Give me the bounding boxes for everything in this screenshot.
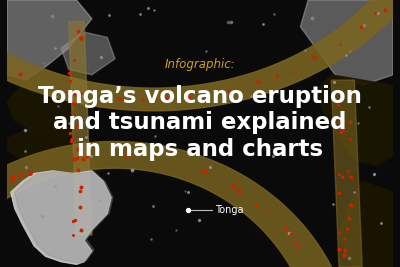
Polygon shape [69,21,92,235]
Polygon shape [0,0,400,111]
Polygon shape [339,182,393,267]
Text: Tonga’s volcano eruption
and tsunami explained
in maps and charts: Tonga’s volcano eruption and tsunami exp… [38,85,362,160]
Polygon shape [61,32,115,75]
Polygon shape [0,142,347,267]
Polygon shape [7,0,92,80]
Text: Tonga: Tonga [216,205,244,215]
Polygon shape [14,171,113,263]
Polygon shape [300,0,393,85]
Polygon shape [331,80,362,267]
Polygon shape [7,80,84,139]
Polygon shape [26,166,50,182]
Polygon shape [11,171,111,264]
Text: Infographic:: Infographic: [165,58,235,70]
Polygon shape [316,75,393,166]
Polygon shape [7,128,100,179]
